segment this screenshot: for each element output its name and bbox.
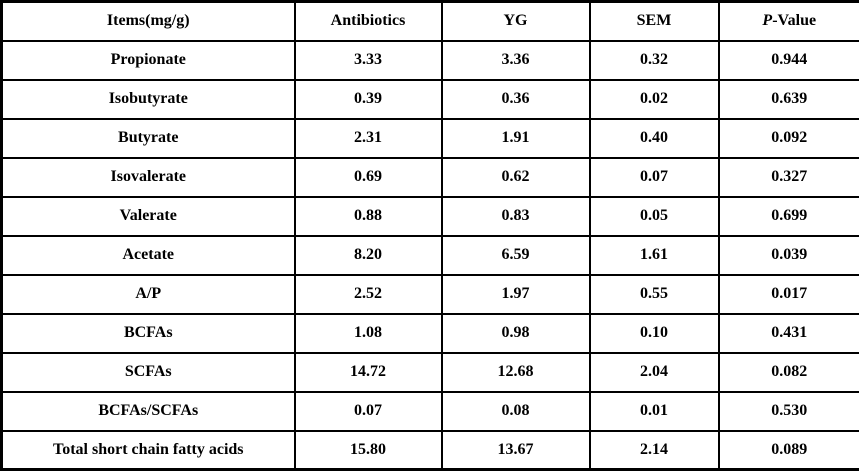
header-row: Items(mg/g) Antibiotics YG SEM P-Value [2,2,859,41]
antibiotics-value: 8.20 [295,236,442,275]
yg-value: 1.91 [442,119,590,158]
yg-value: 0.36 [442,80,590,119]
row-item-label: Total short chain fatty acids [2,431,295,470]
sem-value: 0.02 [590,80,719,119]
sem-value: 0.55 [590,275,719,314]
row-item-label: Propionate [2,41,295,80]
table-row-acetate: Acetate 8.20 6.59 1.61 0.039 [2,236,859,275]
row-item-label: Butyrate [2,119,295,158]
antibiotics-value: 0.88 [295,197,442,236]
sem-value: 0.10 [590,314,719,353]
sem-value: 0.01 [590,392,719,431]
header-antibiotics: Antibiotics [295,2,442,41]
sem-value: 2.04 [590,353,719,392]
yg-value: 3.36 [442,41,590,80]
table-header: Items(mg/g) Antibiotics YG SEM P-Value [2,2,859,41]
p-value-cell: 0.699 [719,197,859,236]
table-row-isovalerate: Isovalerate 0.69 0.62 0.07 0.327 [2,158,859,197]
p-value-cell: 0.944 [719,41,859,80]
antibiotics-value: 3.33 [295,41,442,80]
table-body: Propionate 3.33 3.36 0.32 0.944 Isobutyr… [2,41,859,470]
p-value-cell: 0.530 [719,392,859,431]
yg-value: 12.68 [442,353,590,392]
table-row-scfas: SCFAs 14.72 12.68 2.04 0.082 [2,353,859,392]
sem-value: 0.05 [590,197,719,236]
sem-value: 2.14 [590,431,719,470]
yg-value: 13.67 [442,431,590,470]
yg-value: 0.62 [442,158,590,197]
yg-value: 0.83 [442,197,590,236]
yg-value: 0.98 [442,314,590,353]
row-item-label: A/P [2,275,295,314]
p-value-cell: 0.082 [719,353,859,392]
yg-value: 6.59 [442,236,590,275]
table-row-ap-ratio: A/P 2.52 1.97 0.55 0.017 [2,275,859,314]
header-yg: YG [442,2,590,41]
p-value-cell: 0.089 [719,431,859,470]
sem-value: 0.40 [590,119,719,158]
row-item-label: Acetate [2,236,295,275]
antibiotics-value: 0.39 [295,80,442,119]
row-item-label: Isobutyrate [2,80,295,119]
yg-value: 1.97 [442,275,590,314]
p-value-cell: 0.639 [719,80,859,119]
row-item-label: Valerate [2,197,295,236]
p-value-cell: 0.039 [719,236,859,275]
sem-value: 1.61 [590,236,719,275]
table-row-valerate: Valerate 0.88 0.83 0.05 0.699 [2,197,859,236]
p-value-rest: -Value [772,12,816,29]
table-row-total-scfa: Total short chain fatty acids 15.80 13.6… [2,431,859,470]
sem-value: 0.07 [590,158,719,197]
row-item-label: SCFAs [2,353,295,392]
p-value-cell: 0.327 [719,158,859,197]
antibiotics-value: 0.69 [295,158,442,197]
antibiotics-value: 14.72 [295,353,442,392]
row-item-label: BCFAs/SCFAs [2,392,295,431]
yg-value: 0.08 [442,392,590,431]
antibiotics-value: 1.08 [295,314,442,353]
p-value-cell: 0.431 [719,314,859,353]
table-row-isobutyrate: Isobutyrate 0.39 0.36 0.02 0.639 [2,80,859,119]
sem-value: 0.32 [590,41,719,80]
antibiotics-value: 2.31 [295,119,442,158]
antibiotics-value: 2.52 [295,275,442,314]
table-row-butyrate: Butyrate 2.31 1.91 0.40 0.092 [2,119,859,158]
antibiotics-value: 0.07 [295,392,442,431]
header-items: Items(mg/g) [2,2,295,41]
p-value-cell: 0.017 [719,275,859,314]
table-row-propionate: Propionate 3.33 3.36 0.32 0.944 [2,41,859,80]
antibiotics-value: 15.80 [295,431,442,470]
p-value-cell: 0.092 [719,119,859,158]
row-item-label: BCFAs [2,314,295,353]
row-item-label: Isovalerate [2,158,295,197]
table-row-bcfas: BCFAs 1.08 0.98 0.10 0.431 [2,314,859,353]
header-p-value: P-Value [719,2,859,41]
p-value-italic-p: P [762,12,772,29]
table-row-bcfas-scfas-ratio: BCFAs/SCFAs 0.07 0.08 0.01 0.530 [2,392,859,431]
header-sem: SEM [590,2,719,41]
